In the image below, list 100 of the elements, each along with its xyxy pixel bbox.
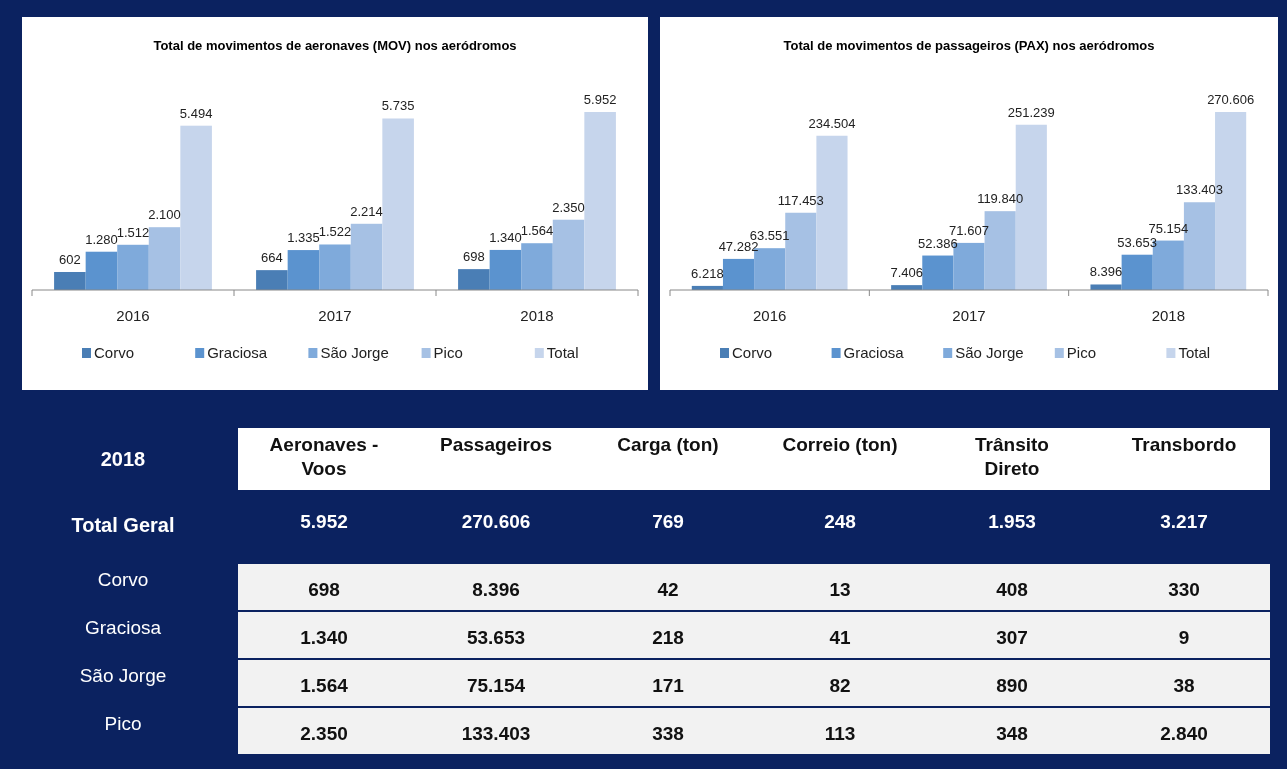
text: 5.952	[300, 511, 348, 532]
text: 2.350	[300, 723, 348, 744]
bar	[350, 223, 383, 290]
text: 3.217	[1160, 511, 1208, 532]
category-label: Pico	[104, 713, 142, 734]
category-label: Passageiros	[440, 434, 552, 455]
x-tick-label: 2016	[752, 307, 787, 324]
text: 769	[652, 511, 684, 532]
text: 218	[652, 627, 684, 648]
text: 9	[1178, 627, 1190, 648]
data-label: 133.403	[1175, 182, 1223, 198]
bar	[521, 243, 553, 290]
category-label: Aeronaves - Voos	[269, 434, 379, 479]
legend-label: Pico	[1066, 344, 1096, 361]
data-label: 664	[261, 250, 283, 266]
data-label: 270.606	[1207, 92, 1255, 107]
data-label: 53.653	[1117, 234, 1158, 250]
data-label: 1.280	[85, 231, 118, 247]
category-label: Graciosa	[84, 617, 162, 638]
text: 348	[996, 723, 1028, 744]
data-label: 1.340	[489, 229, 522, 245]
bar	[584, 112, 616, 290]
text: 41	[829, 627, 851, 648]
bar	[85, 251, 118, 290]
text: 1.564	[300, 675, 348, 696]
bar	[489, 249, 522, 290]
data-label: 75.154	[1148, 220, 1189, 236]
data-label: 2.350	[552, 199, 585, 215]
data-label: 251.239	[1007, 104, 1055, 120]
bar	[552, 219, 585, 290]
category-label: Corvo	[97, 569, 149, 590]
data-label: 234.504	[808, 115, 856, 131]
x-tick-label: 2017	[952, 307, 986, 324]
chart-title: Total de movimentos de passageiros (PAX) nos aeródromos	[783, 38, 1155, 53]
x-tick-label: 2018	[520, 307, 554, 324]
bar	[117, 244, 149, 290]
data-label: 5.494	[179, 105, 213, 121]
category-label: São Jorge	[79, 665, 167, 686]
text: 53.653	[466, 627, 526, 648]
bar	[180, 125, 212, 290]
category-label: Correio (ton)	[782, 434, 898, 455]
legend-label: Total	[1178, 344, 1211, 361]
data-label: 117.453	[777, 192, 824, 208]
bar	[256, 270, 288, 290]
legend-label: São Jorge	[955, 344, 1024, 361]
text: 408	[996, 579, 1028, 600]
legend-label: Corvo	[94, 344, 135, 361]
data-label: 7.406	[890, 265, 923, 281]
text: 113	[824, 723, 856, 744]
bar	[148, 227, 181, 290]
x-tick-label: 2016	[116, 307, 150, 324]
data-label: 1.564	[520, 223, 554, 239]
text: 8.396	[472, 579, 520, 600]
text: 38	[1173, 675, 1195, 696]
text: 698	[308, 579, 340, 600]
bar	[54, 272, 86, 290]
legend-label: São Jorge	[320, 344, 389, 361]
text: 1.953	[988, 511, 1036, 532]
data-label: 8.396	[1089, 264, 1123, 280]
text: 1.340	[300, 627, 348, 648]
text: 75.154	[466, 675, 526, 696]
data-label: 119.840	[977, 191, 1024, 207]
bar	[722, 258, 755, 290]
text: 82	[829, 675, 851, 696]
x-tick-label: 2017	[318, 307, 352, 324]
text: 890	[996, 675, 1028, 696]
data-label: 698	[463, 249, 485, 265]
data-label: 5.735	[381, 98, 415, 114]
bar	[922, 255, 954, 290]
bar	[458, 269, 490, 290]
text: 330	[1168, 579, 1200, 600]
text: 133.403	[461, 723, 531, 744]
category-label: Carga (ton)	[617, 434, 719, 455]
bar	[382, 118, 414, 290]
text: 338	[652, 723, 684, 744]
bar	[1090, 284, 1122, 290]
data-label: 1.335	[287, 230, 320, 246]
data-label: 1.522	[318, 224, 352, 240]
data-label: 5.952	[583, 92, 617, 107]
legend-label: Graciosa	[207, 344, 268, 361]
legend-label: Pico	[433, 344, 463, 361]
legend-label: Corvo	[732, 344, 773, 361]
bar	[319, 244, 351, 290]
text: 2.840	[1160, 723, 1208, 744]
data-label: 2.214	[350, 203, 383, 219]
data-label: 2.100	[148, 207, 181, 223]
data-label: 602	[59, 252, 81, 267]
text: 171	[652, 675, 684, 696]
legend-label: Graciosa	[843, 344, 905, 361]
data-label: 1.512	[116, 224, 150, 240]
bar	[1121, 254, 1153, 290]
chart-title: Total de movimentos de aeronaves (MOV) nos aeródromos	[153, 38, 517, 53]
category-label: Trânsito Direto	[975, 434, 1049, 479]
legend-label: Total	[546, 344, 579, 361]
data-label: 52.386	[917, 235, 958, 251]
text: 2018	[100, 448, 146, 470]
text: 13	[829, 579, 851, 600]
category-label: Total Geral	[71, 514, 175, 536]
text: 42	[657, 579, 679, 600]
bar	[287, 250, 320, 290]
